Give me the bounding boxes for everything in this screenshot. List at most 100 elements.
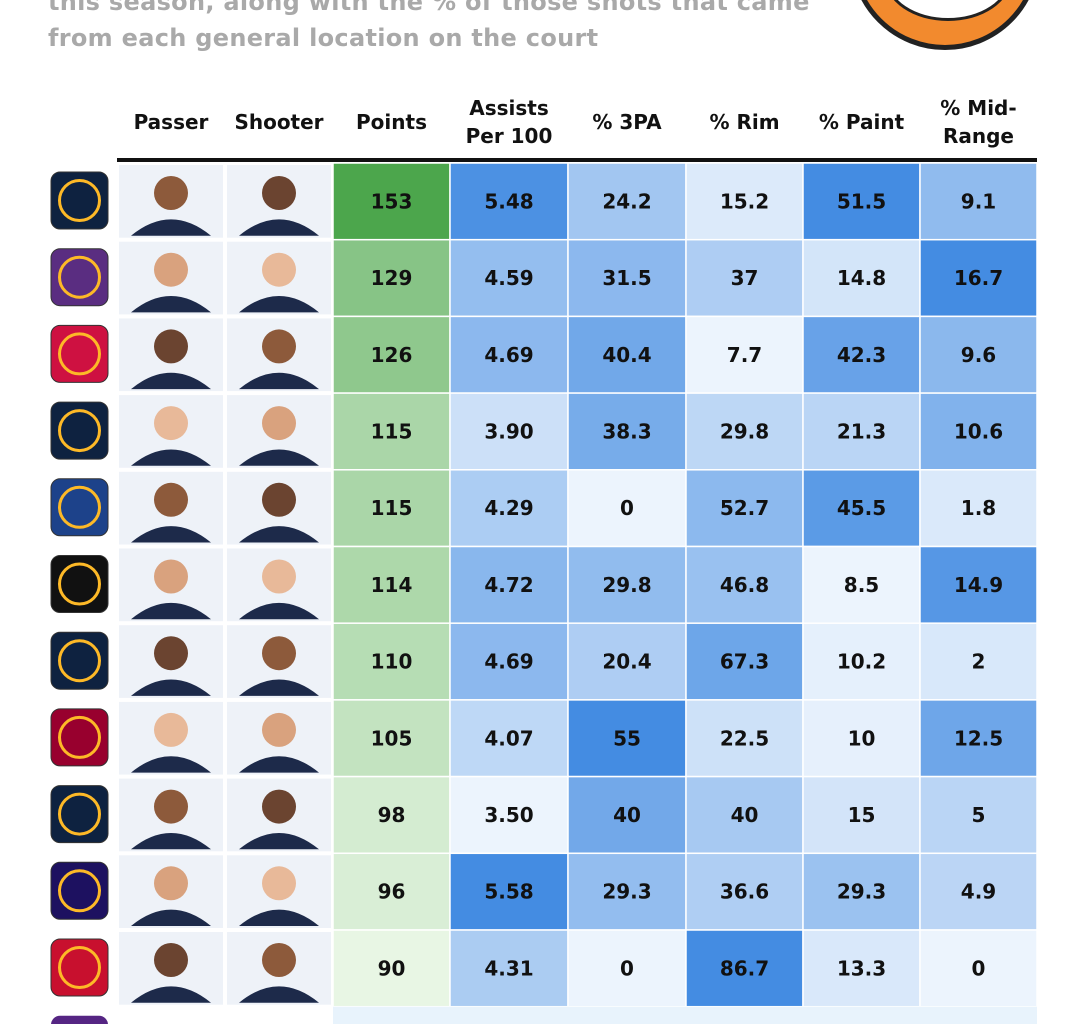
cell-bg (332, 315, 451, 394)
player-head (262, 252, 296, 287)
cell-bg (919, 775, 1038, 855)
team-logo-mark (58, 255, 101, 299)
cell-bg (332, 545, 451, 624)
team-logo-mark (58, 409, 101, 453)
cell-value: 40 (731, 803, 759, 827)
cell-value: 98 (378, 803, 406, 827)
cell-bg (567, 699, 687, 778)
header-line: Range (943, 124, 1014, 148)
cell-bg (567, 929, 687, 1008)
player-jersey (131, 526, 211, 543)
cell-bg (802, 775, 921, 855)
team-logo-mark (58, 792, 101, 836)
cell-bg (919, 929, 1038, 1008)
cell-bg (685, 162, 804, 241)
team-logo-mark (58, 332, 101, 376)
cell-bg (685, 775, 804, 855)
cell-value: 67.3 (720, 650, 769, 674)
player-head (262, 406, 296, 441)
player-jersey (239, 909, 319, 926)
cell-value: 37 (731, 266, 759, 290)
cell-value: 0 (620, 956, 634, 980)
cell-bg (449, 775, 569, 855)
player-head (262, 866, 296, 901)
player-jersey (239, 372, 319, 390)
player-head (154, 943, 188, 977)
player-jersey (239, 602, 319, 620)
cell-bg (685, 238, 804, 318)
cell-value: 4.72 (484, 573, 533, 597)
player-head (154, 712, 188, 747)
cell-bg (802, 392, 921, 471)
header-rule (117, 158, 1037, 162)
player-jersey (239, 832, 319, 850)
cell-value: 114 (371, 573, 413, 597)
cell-value: 36.6 (720, 880, 769, 904)
cell-value: 46.8 (720, 573, 769, 597)
column-header: Shooter (234, 110, 323, 134)
player-jersey (131, 602, 211, 620)
player-jersey (131, 832, 211, 850)
header-line: % Paint (819, 110, 905, 134)
cell-bg (919, 238, 1038, 318)
header-line: Passer (134, 110, 209, 134)
cell-bg (685, 392, 804, 471)
cell-value: 40 (613, 803, 641, 827)
team-logo-mark (58, 639, 101, 683)
player-jersey (131, 449, 211, 466)
cell-value: 15.2 (720, 189, 769, 213)
cell-value: 3.50 (484, 803, 533, 827)
player-jersey (131, 296, 211, 313)
cell-value: 4.59 (484, 266, 533, 290)
cell-bg (449, 929, 569, 1008)
cell-value: 4.69 (484, 650, 533, 674)
team-logo-mark (58, 179, 101, 222)
cell-value: 51.5 (837, 189, 886, 213)
cell-value: 55 (613, 726, 641, 750)
cell-bg (685, 545, 804, 624)
cell-bg (567, 852, 687, 931)
cell-value: 10.6 (954, 419, 1003, 443)
cell-value: 9.1 (961, 189, 996, 213)
cell-value: 22.5 (720, 726, 769, 750)
cell-bg (449, 469, 569, 548)
subtitle-line: this season, along with the % of those s… (48, 0, 810, 16)
player-jersey (131, 679, 211, 696)
player-head (154, 482, 188, 517)
cell-bg (802, 545, 921, 624)
cell-value: 5.58 (484, 880, 533, 904)
column-header: % 3PA (592, 110, 662, 134)
team-logo-mark (58, 715, 101, 759)
cell-value: 14.9 (954, 573, 1003, 597)
cell-value: 13.3 (837, 956, 886, 980)
player-jersey (131, 756, 211, 773)
player-jersey (239, 756, 319, 773)
cell-bg (567, 622, 687, 701)
cell-value: 29.8 (602, 573, 651, 597)
player-head (154, 789, 188, 824)
team-logo (51, 1015, 108, 1024)
cell-bg (567, 392, 687, 471)
cell-value: 4.29 (484, 496, 533, 520)
cell-value: 110 (371, 650, 413, 674)
cell-bg (802, 699, 921, 778)
cell-bg (449, 392, 569, 471)
cell-value: 115 (371, 419, 413, 443)
cell-bg (685, 315, 804, 394)
cell-bg (567, 775, 687, 855)
cell-bg (919, 852, 1038, 931)
cell-value: 115 (371, 496, 413, 520)
cell-value: 4.07 (484, 726, 533, 750)
player-head (262, 559, 296, 594)
cell-value: 3.90 (484, 419, 533, 443)
cell-bg (802, 622, 921, 701)
cell-value: 1.8 (961, 496, 996, 520)
cell-bg (332, 469, 451, 548)
cell-value: 2 (972, 650, 986, 674)
cell-bg (685, 469, 804, 548)
cell-bg (685, 622, 804, 701)
player-head (262, 636, 296, 671)
cell-value: 105 (371, 726, 413, 750)
column-header: Passer (134, 110, 209, 134)
player-head (262, 712, 296, 747)
